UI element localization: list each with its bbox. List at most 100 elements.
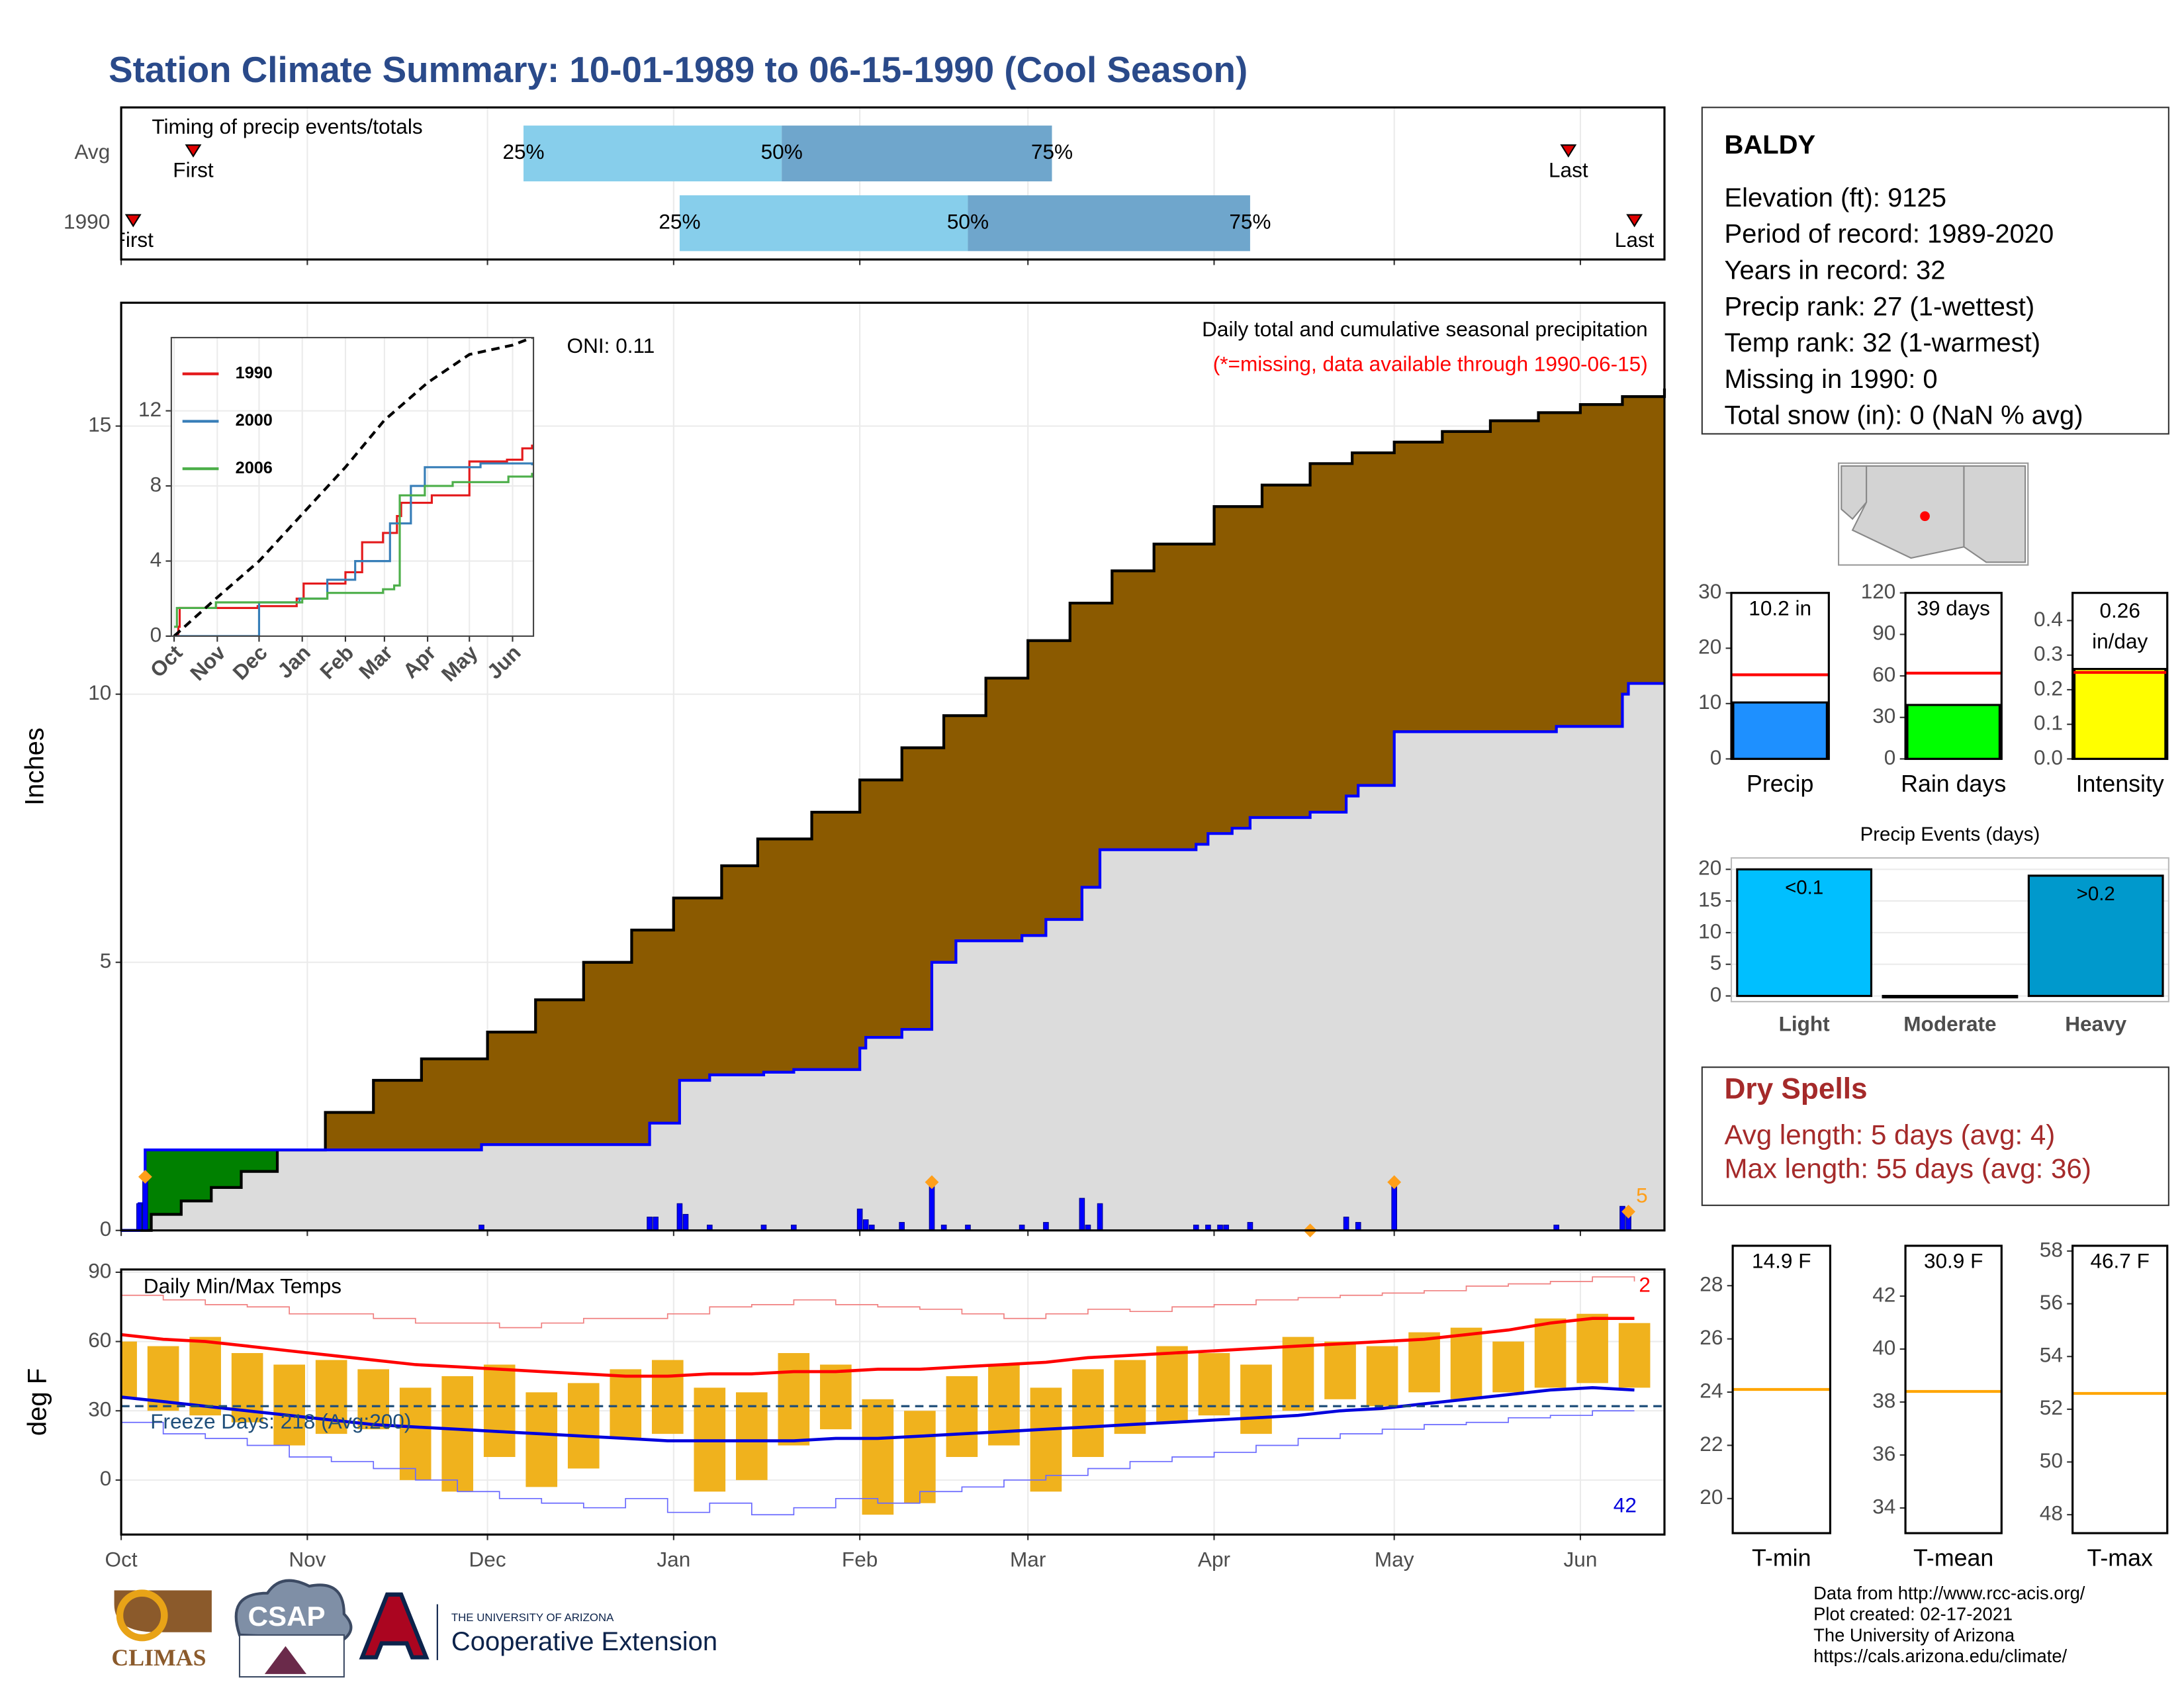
y-tick-label: 22 <box>1700 1432 1723 1456</box>
temp-range-bar <box>1240 1364 1272 1434</box>
y-tick-label: 0 <box>1710 745 1722 769</box>
daily-bar <box>653 1216 659 1231</box>
temp-range-bar <box>1492 1341 1524 1393</box>
y-tick-label: 90 <box>1872 621 1895 645</box>
temp-range-bar <box>1282 1336 1314 1411</box>
station-line: Elevation (ft): 9125 <box>1724 183 1946 212</box>
x-tick-label: Feb <box>842 1548 878 1571</box>
x-tick-label: Apr <box>1198 1548 1230 1571</box>
y-tick-label: 12 <box>138 397 161 421</box>
y-tick-label: 0 <box>100 1466 112 1490</box>
y-tick-label: 56 <box>2040 1290 2063 1314</box>
bar <box>1882 994 2019 999</box>
x-tick-label: Mar <box>1010 1548 1046 1571</box>
temp-range-bar <box>946 1376 978 1457</box>
temp-range-bar <box>1366 1346 1398 1407</box>
x-tick-label: T-max <box>2087 1545 2152 1571</box>
event-count: 5 <box>1636 1184 1648 1207</box>
y-tick-label: 50 <box>2040 1448 2063 1472</box>
y-tick-label: 0.1 <box>2034 711 2063 735</box>
credit: https://cals.arizona.edu/climate/ <box>1813 1646 2067 1666</box>
daily-bar <box>1043 1222 1049 1231</box>
panel-title: Daily Min/Max Temps <box>144 1274 341 1297</box>
annotation: Daily total and cumulative seasonal prec… <box>1202 317 1648 341</box>
x-tick-label: Oct <box>105 1548 138 1571</box>
value-label: 0.26 in/day <box>2092 598 2148 653</box>
record-high-count: 2 <box>1639 1272 1651 1296</box>
credit: Plot created: 02-17-2021 <box>1813 1604 2013 1624</box>
station-line: Period of record: 1989-2020 <box>1724 220 2054 249</box>
temp-range-bar <box>820 1364 852 1430</box>
station-line: Temp rank: 32 (1-warmest) <box>1724 328 2040 357</box>
value-label: 30.9 F <box>1924 1249 1983 1273</box>
y-tick-label: 30 <box>1872 704 1895 727</box>
page-title: Station Climate Summary: 10-01-1989 to 0… <box>109 49 1248 90</box>
daily-bar <box>929 1182 935 1231</box>
y-tick-label: 15 <box>1698 887 1721 911</box>
x-tick-label: Dec <box>469 1548 506 1571</box>
x-tick-label: T-min <box>1752 1545 1811 1571</box>
temp-range-bar <box>567 1383 600 1469</box>
y-tick-label: 10 <box>1698 690 1721 714</box>
dry-spells-title: Dry Spells <box>1724 1073 1867 1105</box>
y-tick-label: 10 <box>88 680 111 704</box>
y-tick-label: 60 <box>88 1328 111 1352</box>
timing-label: First <box>113 228 154 252</box>
daily-bar <box>1247 1222 1253 1231</box>
temp-range-bar <box>778 1353 810 1446</box>
timing-label: First <box>173 158 214 182</box>
y-tick-label: 90 <box>88 1258 111 1282</box>
logos: CLIMAS CSAP THE UNIVERSITY OF ARIZONA Co… <box>111 1579 717 1678</box>
legend-label: 1990 <box>236 363 273 382</box>
logo-text: CLIMAS <box>111 1644 206 1671</box>
timing-marker <box>185 144 202 158</box>
season-line <box>121 682 1664 1232</box>
logo-text: THE UNIVERSITY OF ARIZONA <box>451 1611 614 1624</box>
temp-range-bar <box>651 1360 684 1434</box>
temp-range-bar <box>1156 1346 1188 1423</box>
x-tick-label: Nov <box>289 1548 326 1571</box>
daily-bar <box>1097 1203 1103 1231</box>
quantile-bar <box>523 125 782 181</box>
row-label: Avg <box>74 140 110 164</box>
value-label: 14.9 F <box>1752 1249 1811 1273</box>
quantile-bar <box>782 125 1052 181</box>
inset-frame <box>170 336 535 637</box>
quantile-bar <box>679 195 968 252</box>
dry-spells-box <box>1701 1066 2169 1206</box>
temp-range-bar <box>610 1369 642 1439</box>
row-label: 1990 <box>64 210 110 234</box>
logo-text: Cooperative Extension <box>451 1627 717 1656</box>
y-tick-label: 54 <box>2040 1343 2063 1367</box>
annotation: (*=missing, data available through 1990-… <box>1213 352 1648 375</box>
timing-marker <box>124 214 142 228</box>
daily-bar <box>1343 1216 1349 1231</box>
plot-area <box>171 338 534 636</box>
x-tick-label: Light <box>1779 1011 1831 1035</box>
y-axis-title: deg F <box>23 1368 52 1436</box>
station-line: Precip rank: 27 (1-wettest) <box>1724 292 2034 321</box>
quantile-label: 75% <box>1229 210 1271 234</box>
temp-range-bar <box>441 1376 474 1492</box>
y-tick-label: 36 <box>1872 1441 1895 1465</box>
y-tick-label: 48 <box>2040 1501 2063 1525</box>
quantile-label: 50% <box>761 140 803 164</box>
logo-text: CSAP <box>248 1601 326 1632</box>
y-tick-label: 0 <box>100 1217 112 1241</box>
bar <box>1732 701 1828 759</box>
temp-range-bar <box>862 1399 894 1515</box>
x-tick-label: May <box>1375 1548 1414 1571</box>
daily-bar <box>136 1203 142 1231</box>
y-tick-label: 60 <box>1872 662 1895 686</box>
y-tick-label: 0.3 <box>2034 641 2063 665</box>
inset-line <box>173 337 533 636</box>
temp-range-bar <box>1324 1341 1356 1399</box>
daily-bar <box>862 1219 869 1231</box>
plot-area <box>1905 1245 2002 1534</box>
credit: Data from http://www.rcc-acis.org/ <box>1813 1583 2085 1603</box>
y-tick-label: 24 <box>1700 1378 1723 1402</box>
y-tick-label: 30 <box>1698 579 1721 603</box>
y-tick-label: 40 <box>1872 1335 1895 1359</box>
average-line <box>121 388 1666 1232</box>
